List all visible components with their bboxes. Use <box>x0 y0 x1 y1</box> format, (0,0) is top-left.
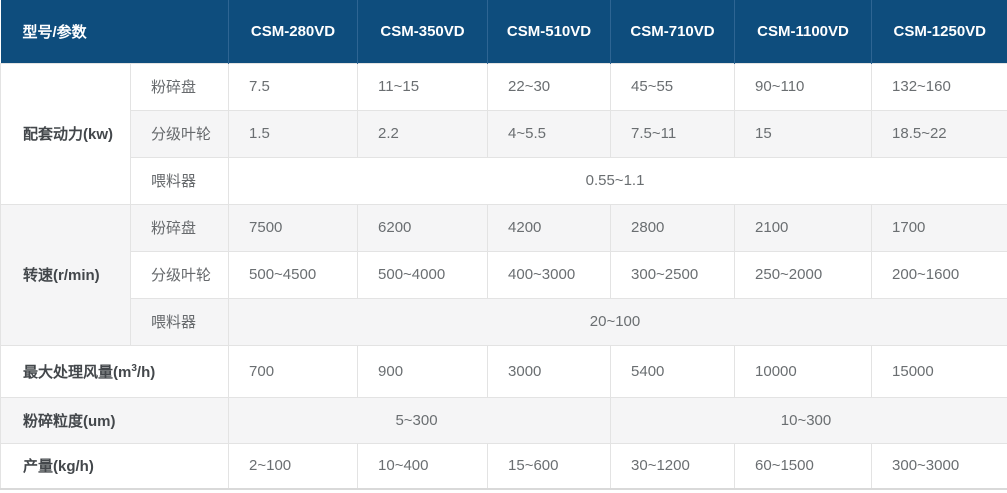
cell-speed-disc-1100: 2100 <box>734 203 873 252</box>
cell-speed-disc-280: 7500 <box>228 203 359 252</box>
cell-speed-wheel-280: 500~4500 <box>228 250 359 299</box>
table-header: 型号/参数 CSM-280VD CSM-350VD CSM-510VD CSM-… <box>0 0 1007 63</box>
cell-speed-wheel-710: 300~2500 <box>610 250 736 299</box>
cell-power-disc-510: 22~30 <box>487 62 612 111</box>
cell-power-disc-1250: 132~160 <box>871 62 1007 111</box>
cell-power-wheel-350: 2.2 <box>357 109 489 158</box>
row-label-fineness: 粉碎粒度(um) <box>0 396 230 444</box>
header-row: 型号/参数 CSM-280VD CSM-350VD CSM-510VD CSM-… <box>0 0 1007 63</box>
row-label-capacity: 产量(kg/h) <box>0 442 230 490</box>
cell-power-wheel-1250: 18.5~22 <box>871 109 1007 158</box>
group-label-speed: 转速(r/min) <box>0 203 131 346</box>
cell-power-wheel-710: 7.5~11 <box>610 109 736 158</box>
cell-speed-disc-710: 2800 <box>610 203 736 252</box>
sub-label-feeder: 喂料器 <box>129 297 230 346</box>
cell-power-disc-710: 45~55 <box>610 62 736 111</box>
sub-label-classifier-wheel: 分级叶轮 <box>129 250 230 299</box>
header-model-csm-350vd: CSM-350VD <box>357 0 488 63</box>
row-airflow: 最大处理风量(m3/h) 700 900 3000 5400 10000 150… <box>0 344 1007 398</box>
airflow-label-prefix: 最大处理风量(m <box>23 363 132 381</box>
cell-fineness-large-models: 10~300 <box>610 396 1007 444</box>
cell-capacity-350: 10~400 <box>357 442 489 490</box>
airflow-label-superscript: 3 <box>131 362 137 374</box>
row-label-airflow: 最大处理风量(m3/h) <box>0 344 230 398</box>
sub-label-classifier-wheel: 分级叶轮 <box>129 109 230 158</box>
cell-speed-wheel-1250: 200~1600 <box>871 250 1007 299</box>
header-model-csm-1250vd: CSM-1250VD <box>871 0 1007 63</box>
row-fineness: 粉碎粒度(um) 5~300 10~300 <box>0 396 1007 444</box>
cell-airflow-1100: 10000 <box>734 344 873 398</box>
cell-speed-wheel-1100: 250~2000 <box>734 250 873 299</box>
cell-speed-disc-510: 4200 <box>487 203 612 252</box>
row-capacity: 产量(kg/h) 2~100 10~400 15~600 30~1200 60~… <box>0 442 1007 490</box>
cell-capacity-280: 2~100 <box>228 442 359 490</box>
sub-label-feeder: 喂料器 <box>129 156 230 205</box>
cell-airflow-1250: 15000 <box>871 344 1007 398</box>
cell-airflow-510: 3000 <box>487 344 612 398</box>
cell-capacity-510: 15~600 <box>487 442 612 490</box>
header-model-csm-510vd: CSM-510VD <box>487 0 611 63</box>
header-model-csm-280vd: CSM-280VD <box>228 0 358 63</box>
row-power-wheel: 分级叶轮 1.5 2.2 4~5.5 7.5~11 15 18.5~22 <box>0 109 1007 158</box>
sub-label-grinding-disc: 粉碎盘 <box>129 62 230 111</box>
cell-capacity-1100: 60~1500 <box>734 442 873 490</box>
cell-airflow-710: 5400 <box>610 344 736 398</box>
cell-speed-wheel-510: 400~3000 <box>487 250 612 299</box>
cell-capacity-710: 30~1200 <box>610 442 736 490</box>
cell-airflow-350: 900 <box>357 344 489 398</box>
airflow-label-suffix: /h) <box>136 363 156 381</box>
row-speed-disc: 转速(r/min) 粉碎盘 7500 6200 4200 2800 2100 1… <box>0 203 1007 346</box>
row-power-disc: 配套动力(kw) 粉碎盘 7.5 11~15 22~30 45~55 90~11… <box>0 62 1007 205</box>
cell-fineness-small-models: 5~300 <box>228 396 612 444</box>
cell-power-disc-350: 11~15 <box>357 62 489 111</box>
cell-speed-disc-1250: 1700 <box>871 203 1007 252</box>
cell-power-feeder-all: 0.55~1.1 <box>228 156 1007 205</box>
group-label-power: 配套动力(kw) <box>0 62 131 205</box>
cell-speed-disc-350: 6200 <box>357 203 489 252</box>
cell-capacity-1250: 300~3000 <box>871 442 1007 490</box>
cell-power-wheel-280: 1.5 <box>228 109 359 158</box>
row-speed-feeder: 喂料器 20~100 <box>0 297 1007 346</box>
row-power-feeder: 喂料器 0.55~1.1 <box>0 156 1007 205</box>
cell-power-disc-280: 7.5 <box>228 62 359 111</box>
header-model-csm-1100vd: CSM-1100VD <box>734 0 872 63</box>
header-param-label: 型号/参数 <box>0 0 229 63</box>
row-speed-wheel: 分级叶轮 500~4500 500~4000 400~3000 300~2500… <box>0 250 1007 299</box>
cell-power-wheel-1100: 15 <box>734 109 873 158</box>
header-model-csm-710vd: CSM-710VD <box>610 0 735 63</box>
cell-speed-feeder-all: 20~100 <box>228 297 1007 346</box>
table-body: 配套动力(kw) 粉碎盘 7.5 11~15 22~30 45~55 90~11… <box>0 62 1007 490</box>
cell-airflow-280: 700 <box>228 344 359 398</box>
cell-power-wheel-510: 4~5.5 <box>487 109 612 158</box>
cell-speed-wheel-350: 500~4000 <box>357 250 489 299</box>
cell-power-disc-1100: 90~110 <box>734 62 873 111</box>
sub-label-grinding-disc: 粉碎盘 <box>129 203 230 252</box>
